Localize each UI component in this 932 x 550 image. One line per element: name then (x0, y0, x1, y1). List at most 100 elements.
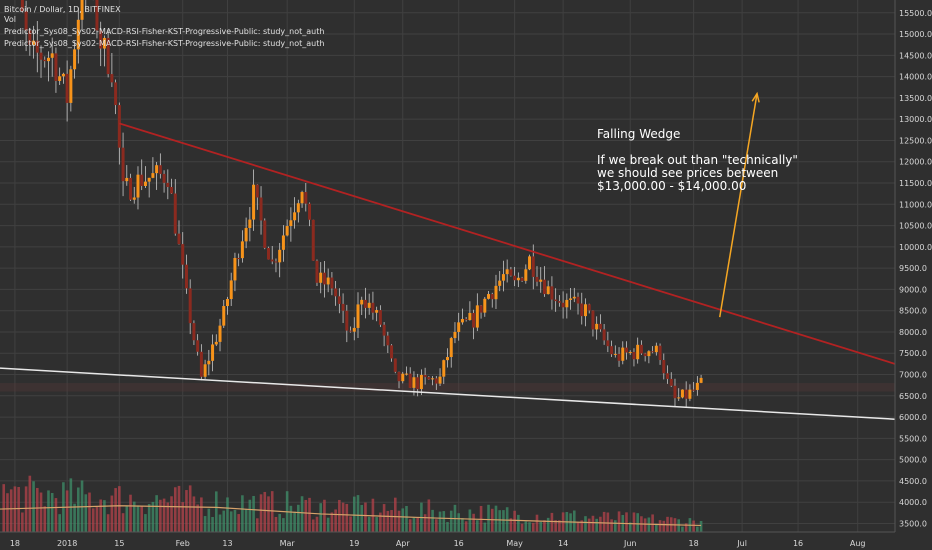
candle-body (580, 303, 584, 317)
candle (352, 317, 356, 341)
candle (490, 292, 494, 308)
candle (423, 367, 427, 385)
candle (546, 280, 550, 295)
annotation-line-2: we should see prices between (597, 166, 778, 180)
candle-body (319, 272, 323, 283)
volume-bar (472, 513, 475, 532)
volume-bar (442, 511, 446, 532)
volume-bar (311, 519, 315, 532)
candle (557, 295, 561, 307)
candle-body (460, 318, 464, 323)
candle (524, 264, 528, 284)
candle (513, 266, 517, 287)
volume-bar (274, 516, 278, 532)
volume-bar (144, 514, 147, 532)
y-tick-label: 9500.0 (899, 264, 927, 273)
volume-bar (35, 487, 39, 532)
candle-body (263, 220, 267, 248)
candle (479, 304, 483, 319)
volume-bar (39, 492, 43, 532)
volume-bar (416, 517, 419, 532)
candle-body (267, 247, 270, 260)
candle (39, 45, 43, 78)
candle (535, 266, 539, 287)
candle-body (524, 269, 528, 281)
volume-bar (461, 518, 464, 532)
candle (293, 197, 297, 229)
candle (390, 344, 394, 362)
candle-body (117, 105, 121, 148)
volume-bar (162, 498, 166, 532)
candle-body (673, 385, 677, 399)
volume-bar (229, 511, 233, 532)
volume-bar (606, 512, 610, 532)
candle-body (281, 235, 285, 250)
candle-body (550, 286, 554, 300)
candle-body (337, 296, 341, 304)
candle-body (248, 219, 252, 228)
time-axis-bg (0, 532, 932, 550)
volume-bar (28, 475, 32, 532)
volume-bar (77, 487, 80, 532)
x-tick-label: 18 (689, 539, 699, 548)
candle-body (308, 203, 312, 220)
lower-trendline (0, 367, 895, 420)
volume-bar (173, 487, 177, 532)
volume-bar (517, 514, 520, 532)
candle (677, 388, 681, 401)
candle (259, 186, 263, 235)
candle (639, 340, 643, 355)
candle-body (378, 310, 382, 325)
candle (360, 296, 364, 316)
candle (252, 169, 256, 231)
candle-body (158, 165, 162, 174)
volume-bar (617, 511, 621, 532)
candle (255, 184, 259, 210)
candle-body (390, 345, 394, 359)
x-tick-label: Jul (736, 539, 747, 548)
volume-bar (192, 496, 196, 532)
volume-bar (572, 510, 576, 532)
volume-bar (382, 504, 386, 532)
candle (136, 166, 140, 210)
volume-bar (226, 497, 229, 532)
candle-body (695, 382, 699, 390)
volume-bar (524, 521, 528, 532)
volume-bar (539, 521, 543, 532)
volume-bar (140, 506, 144, 532)
volume-bar (464, 521, 468, 532)
candle (371, 291, 375, 320)
candle (114, 79, 118, 115)
candle (621, 341, 625, 365)
candle-body (240, 241, 244, 259)
candle-body (162, 173, 166, 183)
candle (598, 314, 602, 332)
volume-bar (24, 486, 28, 532)
candle-body (643, 353, 647, 357)
candle (617, 347, 621, 367)
volume-bar (263, 491, 267, 532)
volume-bar (267, 496, 270, 532)
volume-bar (651, 514, 654, 532)
candle-body (636, 344, 640, 360)
y-tick-label: 14000.0 (899, 73, 932, 82)
candle (196, 334, 200, 356)
candle (151, 157, 155, 179)
x-tick-label: 19 (349, 539, 359, 548)
volume-bar (435, 519, 438, 532)
candle (95, 0, 99, 39)
volume-bar (218, 514, 222, 532)
candle (520, 276, 524, 282)
candle (240, 230, 244, 263)
volume-bar (375, 517, 378, 532)
volume-bar (468, 509, 472, 532)
volume-bar (636, 513, 639, 532)
candle-body (542, 279, 546, 295)
candle-body (129, 177, 133, 200)
candle-body (487, 294, 491, 299)
volume-bar (546, 517, 550, 532)
candle-body (654, 345, 658, 353)
candle-body (349, 330, 353, 332)
candle (334, 280, 338, 306)
